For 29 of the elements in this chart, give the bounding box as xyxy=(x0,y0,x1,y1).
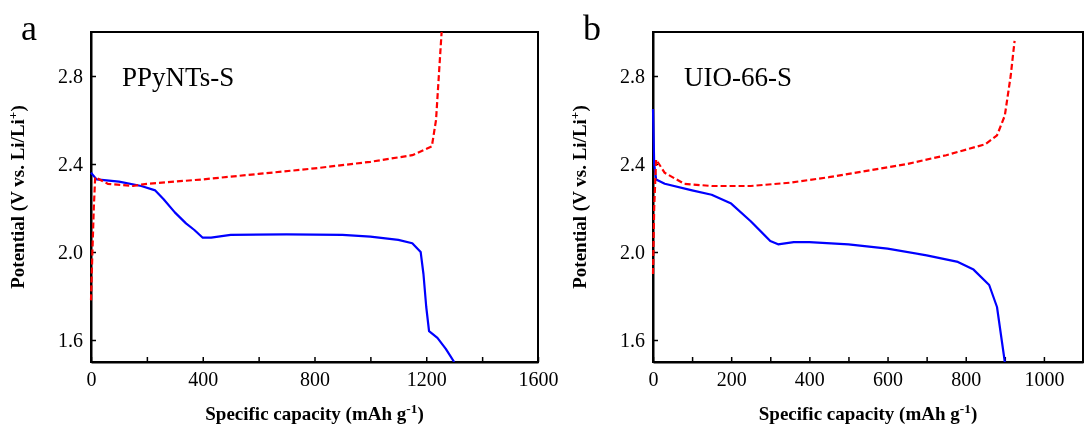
x-tick-label: 400 xyxy=(188,368,219,391)
annotation: PPyNTs-S xyxy=(122,62,235,92)
y-tick-label: 1.6 xyxy=(58,328,83,351)
x-tick-label: 800 xyxy=(300,368,330,391)
y-tick-label: 2.0 xyxy=(620,240,645,263)
y-tick-label: 2.8 xyxy=(620,64,645,87)
line-series xyxy=(89,171,456,362)
y-tick-label: 2.4 xyxy=(58,152,83,175)
x-axis-title: Specific capacity (mAh g$^{-1}$) xyxy=(758,400,978,425)
x-tick-label: 200 xyxy=(716,368,747,391)
annotation: UIO-66-S xyxy=(684,62,792,92)
line-series xyxy=(651,107,1006,362)
y-tick-label: 1.6 xyxy=(620,328,645,351)
x-tick-label: 0 xyxy=(648,368,659,391)
x-tick-label: 1000 xyxy=(1024,368,1065,391)
y-tick-label: 2.4 xyxy=(620,152,645,175)
x-tick-label: 400 xyxy=(794,368,825,391)
y-tick-label: 2.0 xyxy=(58,240,83,263)
x-tick-label: 1600 xyxy=(518,368,559,391)
x-tick-label: 0 xyxy=(86,368,97,391)
chart-title: a xyxy=(21,8,37,48)
x-tick-label: 600 xyxy=(873,368,904,391)
chart-title: b xyxy=(583,8,601,48)
x-tick-label: 800 xyxy=(951,368,982,391)
x-axis-title: Specific capacity (mAh g$^{-1}$) xyxy=(205,400,424,425)
x-tick-label: 1200 xyxy=(406,368,447,391)
y-tick-label: 2.8 xyxy=(58,64,83,87)
line-series xyxy=(89,32,443,302)
line-series xyxy=(651,39,1016,276)
